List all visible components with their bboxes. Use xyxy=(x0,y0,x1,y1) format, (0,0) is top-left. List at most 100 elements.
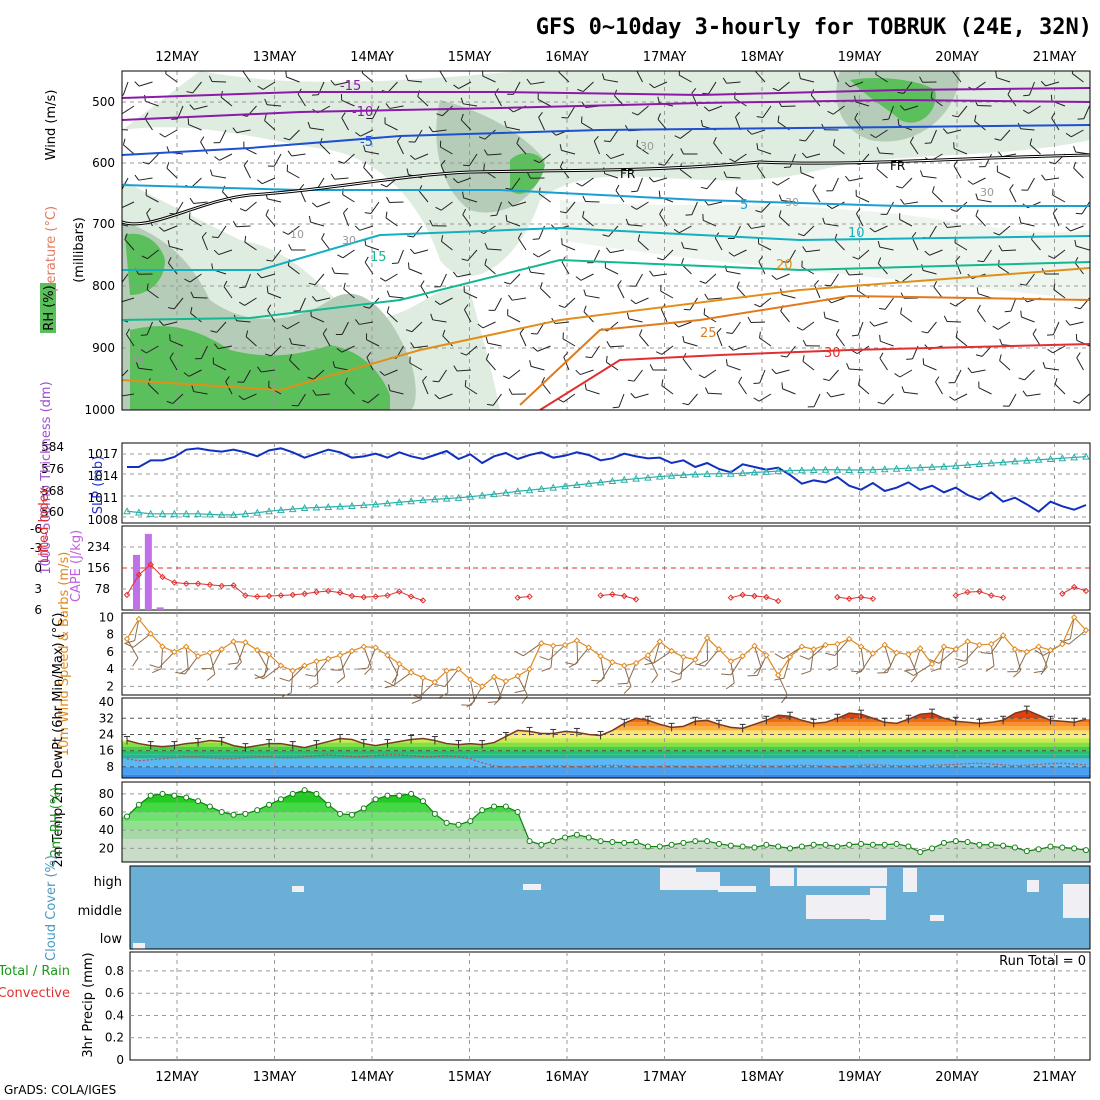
rh2m-point xyxy=(822,841,829,848)
wind-barb-shaft xyxy=(297,93,306,107)
isotherm-line xyxy=(122,124,1090,156)
wind-barb-shaft xyxy=(387,655,399,675)
wind-barb-flag xyxy=(355,131,361,137)
slp-tick-label: 1014 xyxy=(87,469,118,483)
isotherm-label: 30 xyxy=(824,346,841,361)
wind-barb-shaft xyxy=(463,103,478,107)
wind-barb-flag xyxy=(605,153,612,159)
wind-barb-flag xyxy=(754,303,761,308)
wind-barb-flag xyxy=(1047,255,1055,259)
rh2m-point xyxy=(751,844,758,851)
wind-barb-flag xyxy=(385,103,391,109)
wind-barb-shaft xyxy=(635,273,643,287)
wind-barb-flag xyxy=(213,343,219,349)
thickness-point xyxy=(419,496,427,504)
rh2m-series xyxy=(124,787,1089,855)
wind-barb-flag xyxy=(232,127,238,133)
wind-barb-shaft xyxy=(422,380,429,395)
wind-barb-shaft xyxy=(188,124,202,131)
cape-bars xyxy=(133,533,164,610)
wind-barb-shaft xyxy=(414,345,429,349)
wind-barb-flag xyxy=(114,311,115,317)
ylabel-wind10m: 10m Wind Speed & Barbs (m/s) xyxy=(57,552,72,757)
wind10m-speed-point xyxy=(893,649,900,656)
wind-barb-flag xyxy=(144,112,149,119)
temp2m-series xyxy=(124,705,1087,768)
wind-barb-flag xyxy=(777,115,780,123)
wind-barb-flag xyxy=(878,307,886,310)
rh2m-panel: 80 60 40 20 2m RH (%) xyxy=(49,781,1091,863)
wind-barb-flag xyxy=(364,256,369,263)
wind-barb-shaft xyxy=(414,153,429,160)
wind-barb-flag xyxy=(167,307,175,310)
wind-barb-flag xyxy=(361,71,364,74)
wind-barb-flag xyxy=(462,208,467,215)
rh-band xyxy=(122,821,1090,831)
rh2m-point xyxy=(218,809,225,815)
wind-barb-flag xyxy=(440,159,446,166)
wind-barb-flag xyxy=(631,190,638,193)
wind-barb-shaft xyxy=(609,345,625,348)
ylabel-lifted-index: Lifted Index xyxy=(37,486,52,563)
wind-barb-flag xyxy=(379,371,385,376)
wind-barb-flag xyxy=(1053,283,1056,290)
thickness-point xyxy=(880,465,889,473)
wind10m-speed-point xyxy=(123,635,131,643)
wind-barb-shaft xyxy=(485,359,496,371)
wind-barb-shaft xyxy=(955,297,968,307)
wind-barb-flag xyxy=(999,354,1002,361)
wind-barb-shaft xyxy=(708,201,723,206)
thickness-point xyxy=(786,466,794,474)
wind-barb-shaft xyxy=(778,216,790,227)
rh2m-point xyxy=(550,838,557,845)
isotherm-label: 10 xyxy=(848,226,865,241)
rh2m-point xyxy=(644,843,651,850)
wind-barb-flag xyxy=(591,679,602,682)
wind-barb-shaft xyxy=(628,224,643,227)
wind-barb-flag xyxy=(755,210,762,213)
wind-barb-shaft xyxy=(389,105,404,109)
wind-barb-shaft xyxy=(759,297,772,308)
wind-barb-flag xyxy=(1075,212,1083,215)
wind-barb-shaft xyxy=(678,321,692,328)
wind-barb-shaft xyxy=(899,369,913,378)
wind-barb-shaft xyxy=(691,201,698,215)
wind-barb-flag xyxy=(919,76,923,83)
wind-barb-flag xyxy=(824,284,831,287)
wind-barb-shaft xyxy=(561,149,576,155)
wind-barb-flag xyxy=(975,354,983,357)
wind-barb-flag xyxy=(505,214,508,222)
thickness-point xyxy=(1082,452,1090,460)
wind-barb-shaft xyxy=(830,273,839,287)
wind-barb-shaft xyxy=(494,297,502,311)
wind-barb-flag xyxy=(460,113,464,121)
wind-barb-shaft xyxy=(983,249,992,262)
thickness-point xyxy=(336,502,344,510)
wind-barb-shaft xyxy=(310,127,325,131)
wind-barb-flag xyxy=(1042,361,1046,369)
chart-title: GFS 0~10day 3-hourly for TOBRUK (24E, 32… xyxy=(536,15,1092,40)
wind-barb-shaft xyxy=(680,169,692,179)
temp2m-tick-label: 40 xyxy=(99,695,114,709)
wind-barb-shaft xyxy=(236,225,251,228)
wind-barb-flag xyxy=(283,137,290,141)
wind-barb-flag xyxy=(877,401,884,405)
cloud-gap xyxy=(797,868,887,886)
thickness-point xyxy=(999,458,1007,466)
wind10m-speed-point xyxy=(1059,640,1066,648)
thickness-point xyxy=(300,504,309,512)
wind-barb-shaft xyxy=(996,77,1011,83)
wind-barb-flag xyxy=(504,120,507,128)
wind-barb-shaft xyxy=(679,225,692,234)
rh2m-point xyxy=(810,841,817,848)
wind-barb-flag xyxy=(514,689,525,694)
wind-barb-flag xyxy=(774,653,784,660)
wind10m-speed-point xyxy=(846,635,853,643)
li-grid xyxy=(122,526,1090,610)
wind-barb-shaft xyxy=(977,310,986,323)
lifted-index-point xyxy=(1070,583,1078,591)
wind-barb-shaft xyxy=(439,71,447,83)
wind-barb-shaft xyxy=(361,72,374,83)
rh2m-point xyxy=(467,818,474,825)
wind-barb-shaft xyxy=(947,129,962,134)
